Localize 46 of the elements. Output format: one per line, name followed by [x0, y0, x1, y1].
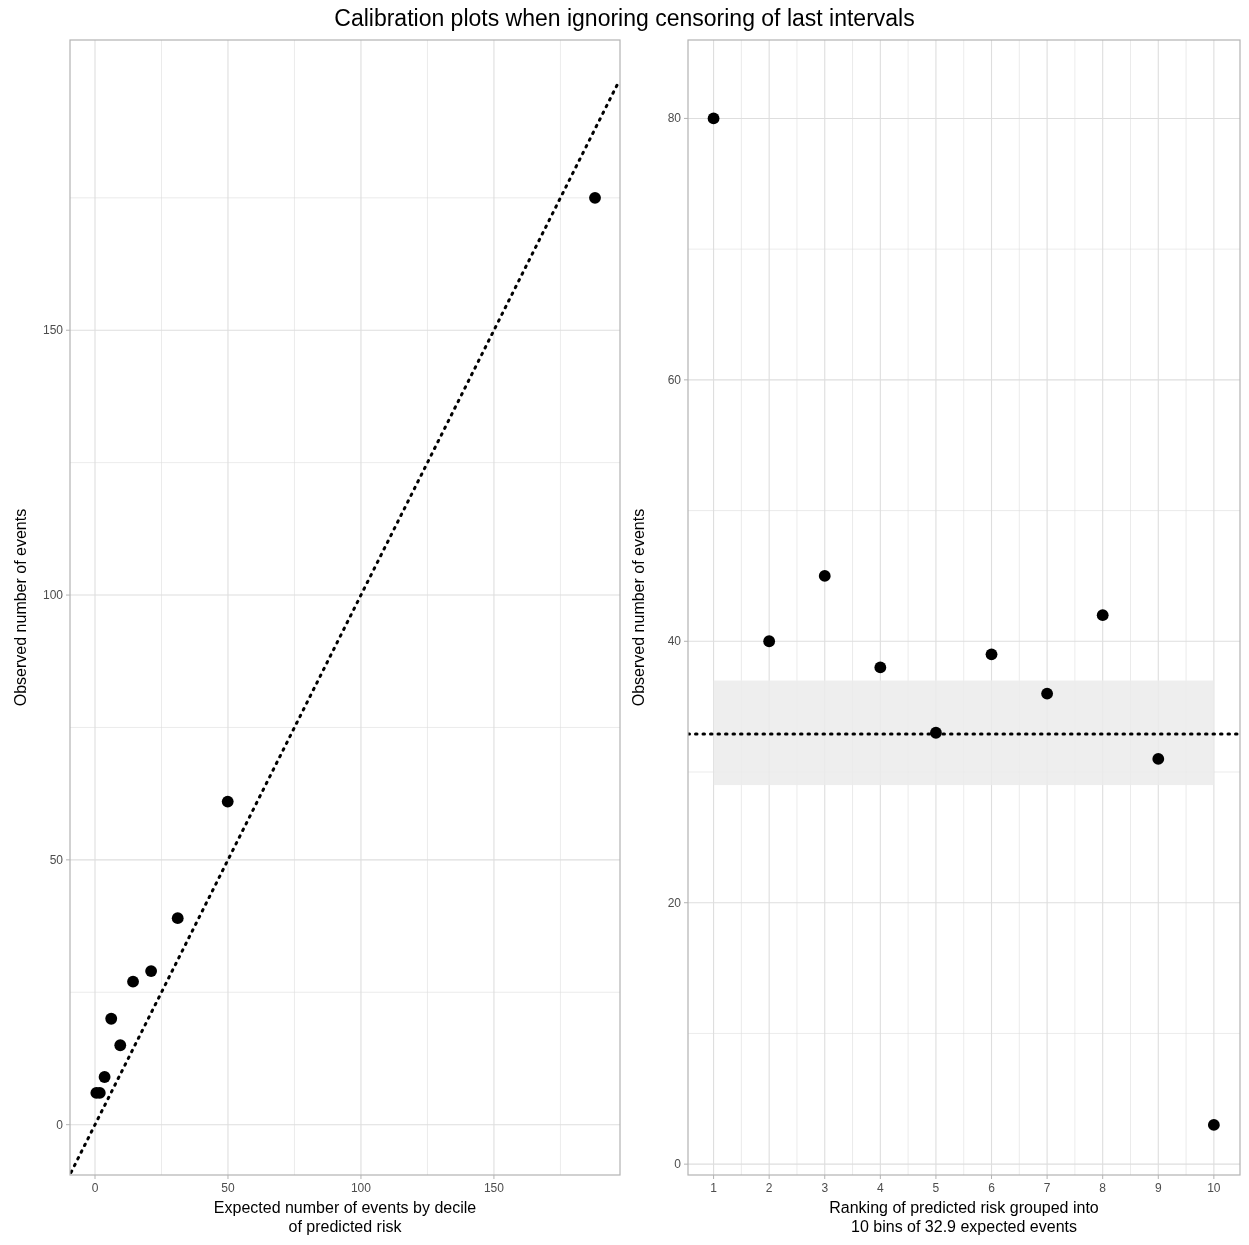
x-tick-label: 7 [1043, 1181, 1051, 1195]
x-tick-label: 3 [821, 1181, 829, 1195]
point [763, 635, 776, 648]
y-axis-title: Observed number of events [12, 508, 29, 707]
point [818, 570, 831, 582]
point [105, 1012, 118, 1025]
point [707, 112, 720, 125]
x-tick-label: 4 [876, 1181, 884, 1195]
y-tick-label: 0 [674, 1157, 682, 1172]
point [221, 795, 234, 808]
point [1207, 1119, 1220, 1131]
point [114, 1039, 127, 1052]
y-tick-label: 20 [667, 895, 682, 910]
y-tick-label: 60 [667, 372, 682, 387]
y-tick-label: 80 [667, 111, 682, 126]
point [930, 726, 942, 739]
point [127, 975, 139, 988]
y-tick-label: 100 [42, 588, 64, 603]
x-axis-title: Ranking of predicted risk grouped into 10 bins of 32.9 expected events [829, 1199, 1099, 1235]
chart-title: Calibration plots when ignoring censoring of last intervals [334, 5, 915, 31]
x-tick-label: 100 [350, 1181, 372, 1195]
x-tick-label: 6 [988, 1181, 996, 1195]
point [589, 191, 601, 204]
x-tick-label: 8 [1099, 1181, 1107, 1195]
point [985, 648, 998, 661]
point [1096, 609, 1109, 622]
x-tick-label: 150 [483, 1181, 505, 1195]
y-tick-label: 150 [42, 323, 64, 338]
point [1041, 687, 1054, 700]
y-tick-label: 0 [56, 1117, 64, 1132]
point [874, 661, 887, 674]
y-tick-label: 40 [667, 634, 682, 649]
x-tick-label: 10 [1207, 1181, 1221, 1195]
x-tick-label: 5 [932, 1181, 940, 1195]
x-tick-label: 9 [1154, 1181, 1162, 1195]
y-axis-title: Observed number of events [630, 508, 647, 707]
x-tick-label: 2 [765, 1181, 773, 1195]
x-tick-label: 50 [221, 1181, 235, 1195]
point [171, 912, 184, 925]
x-axis-title: Expected number of events by decile of predicted risk [213, 1199, 477, 1235]
point [145, 965, 158, 977]
x-tick-label: 0 [91, 1181, 99, 1195]
point [98, 1071, 111, 1083]
y-tick-label: 50 [49, 852, 64, 867]
point [1152, 753, 1165, 765]
x-tick-label: 1 [710, 1181, 718, 1195]
